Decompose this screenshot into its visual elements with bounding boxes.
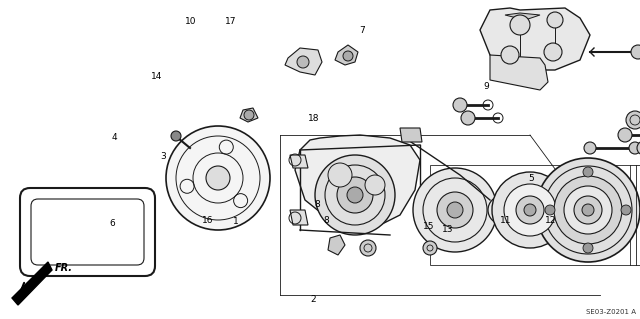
Text: 11: 11 xyxy=(500,216,511,225)
Polygon shape xyxy=(328,235,345,255)
Circle shape xyxy=(626,111,640,129)
Circle shape xyxy=(461,111,475,125)
Polygon shape xyxy=(240,108,258,122)
Text: 17: 17 xyxy=(225,17,236,26)
Circle shape xyxy=(206,166,230,190)
Circle shape xyxy=(618,128,632,142)
Circle shape xyxy=(504,184,556,236)
Circle shape xyxy=(423,241,437,255)
Circle shape xyxy=(447,202,463,218)
Text: SE03-Z0201 A: SE03-Z0201 A xyxy=(586,309,636,315)
Text: 5: 5 xyxy=(529,174,534,183)
Circle shape xyxy=(621,205,631,215)
Circle shape xyxy=(328,163,352,187)
Text: 16: 16 xyxy=(202,216,214,225)
Circle shape xyxy=(343,51,353,61)
Circle shape xyxy=(583,167,593,177)
Circle shape xyxy=(510,15,530,35)
Circle shape xyxy=(544,43,562,61)
Circle shape xyxy=(437,192,473,228)
FancyBboxPatch shape xyxy=(20,188,155,276)
Text: 14: 14 xyxy=(151,72,163,81)
Circle shape xyxy=(171,131,181,141)
Circle shape xyxy=(315,155,395,235)
Circle shape xyxy=(584,142,596,154)
Circle shape xyxy=(297,56,309,68)
Polygon shape xyxy=(400,128,422,142)
Circle shape xyxy=(337,177,373,213)
Circle shape xyxy=(629,142,640,154)
Polygon shape xyxy=(490,55,548,90)
Text: 10: 10 xyxy=(185,17,196,26)
Text: 8: 8 xyxy=(324,216,329,225)
Circle shape xyxy=(554,176,622,244)
Text: 1: 1 xyxy=(233,217,238,226)
Text: 13: 13 xyxy=(442,225,454,234)
Circle shape xyxy=(547,12,563,28)
Circle shape xyxy=(545,205,555,215)
Polygon shape xyxy=(290,155,308,168)
Circle shape xyxy=(413,168,497,252)
Text: 6: 6 xyxy=(109,219,115,228)
Circle shape xyxy=(583,243,593,253)
Polygon shape xyxy=(12,262,52,305)
Text: 9: 9 xyxy=(484,82,489,91)
Circle shape xyxy=(524,204,536,216)
Text: 4: 4 xyxy=(111,133,116,142)
Text: 15: 15 xyxy=(423,222,435,231)
Circle shape xyxy=(166,126,270,230)
Circle shape xyxy=(516,196,544,224)
Circle shape xyxy=(492,172,568,248)
Circle shape xyxy=(637,141,640,155)
Circle shape xyxy=(360,240,376,256)
Text: 2: 2 xyxy=(311,295,316,304)
Polygon shape xyxy=(335,45,358,65)
Circle shape xyxy=(501,46,519,64)
Circle shape xyxy=(347,187,363,203)
Circle shape xyxy=(453,98,467,112)
Text: 8: 8 xyxy=(314,200,319,209)
Text: 7: 7 xyxy=(359,26,364,35)
Text: 3: 3 xyxy=(161,152,166,161)
Circle shape xyxy=(536,158,640,262)
Polygon shape xyxy=(290,210,308,225)
Bar xyxy=(430,165,630,265)
Circle shape xyxy=(582,204,594,216)
Circle shape xyxy=(244,110,254,120)
Polygon shape xyxy=(285,48,322,75)
Polygon shape xyxy=(480,8,590,70)
Text: FR.: FR. xyxy=(55,263,73,273)
Circle shape xyxy=(365,175,385,195)
Text: 18: 18 xyxy=(308,114,319,122)
Polygon shape xyxy=(295,135,420,228)
Polygon shape xyxy=(505,13,540,20)
Circle shape xyxy=(564,186,612,234)
Circle shape xyxy=(631,45,640,59)
Text: 12: 12 xyxy=(545,216,556,225)
Circle shape xyxy=(574,196,602,224)
